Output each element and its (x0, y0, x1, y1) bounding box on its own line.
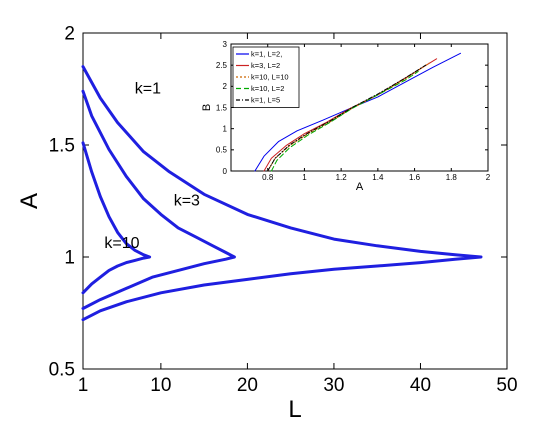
main-x-tick-label: 40 (410, 375, 431, 396)
legend-entry-2: k=3, L=2 (251, 61, 280, 70)
main-x-tick-label: 20 (237, 375, 258, 396)
inset-y-tick-label: 3 (223, 40, 228, 49)
inset-y-tick-label: 1.5 (216, 103, 228, 112)
main-series-line-3 (81, 141, 152, 295)
main-y-tick-label: 1 (64, 248, 75, 269)
legend-entry-4: k=10, L=2 (251, 84, 284, 93)
inset-y-tick-label: 0.5 (216, 146, 228, 155)
inset-y-tick-label: 2 (223, 82, 228, 91)
legend-entry-1: k=1, L=2, (251, 50, 282, 59)
inset-x-tick-label: 0.8 (262, 173, 274, 182)
inset-y-axis-label: B (201, 104, 213, 111)
main-series-line-1 (81, 65, 483, 322)
main-x-tick-label: 50 (496, 375, 517, 396)
inset-series-line-4 (270, 71, 419, 172)
main-series-line-2 (81, 89, 236, 310)
main-annotation-2: k=3 (174, 192, 200, 209)
legend-entry-3: k=10, L=10 (251, 73, 289, 82)
main-y-tick-label: 2 (64, 24, 75, 45)
inset-x-axis-label: A (356, 181, 364, 193)
main-x-tick-label: 1 (78, 375, 89, 396)
main-x-axis-label: L (288, 396, 301, 423)
inset-x-tick-label: 1.8 (446, 173, 458, 182)
main-x-tick-label: 10 (150, 375, 171, 396)
inset-y-tick-label: 2.5 (216, 61, 228, 70)
inset-x-tick-label: 1.4 (372, 173, 384, 182)
inset-y-tick-label: 0 (223, 167, 228, 176)
main-annotation-3: k=10 (104, 235, 139, 252)
inset-y-tick-label: 1 (223, 124, 228, 133)
main-y-axis-label: A (16, 193, 43, 209)
inset-series-line-1 (254, 52, 461, 172)
inset-x-tick-label: 1 (302, 173, 307, 182)
main-y-tick-label: 1.5 (49, 136, 75, 157)
inset-series-line-5 (267, 64, 427, 172)
main-x-tick-label: 30 (323, 375, 344, 396)
main-y-tick-label: 0.5 (49, 360, 75, 381)
inset-x-tick-label: 1.2 (336, 173, 348, 182)
inset-x-tick-label: 1.6 (409, 173, 421, 182)
inset-chart: 0.8 1 1.2 1.4 1.6 1.8 2 0 0.5 1 1.5 2 2.5 3 A Bk=1, L=2… (201, 40, 491, 193)
main-annotation-1: k=1 (135, 80, 161, 97)
legend-entry-5: k=1, L=5 (251, 96, 280, 105)
inset-x-tick-label: 2 (486, 173, 491, 182)
